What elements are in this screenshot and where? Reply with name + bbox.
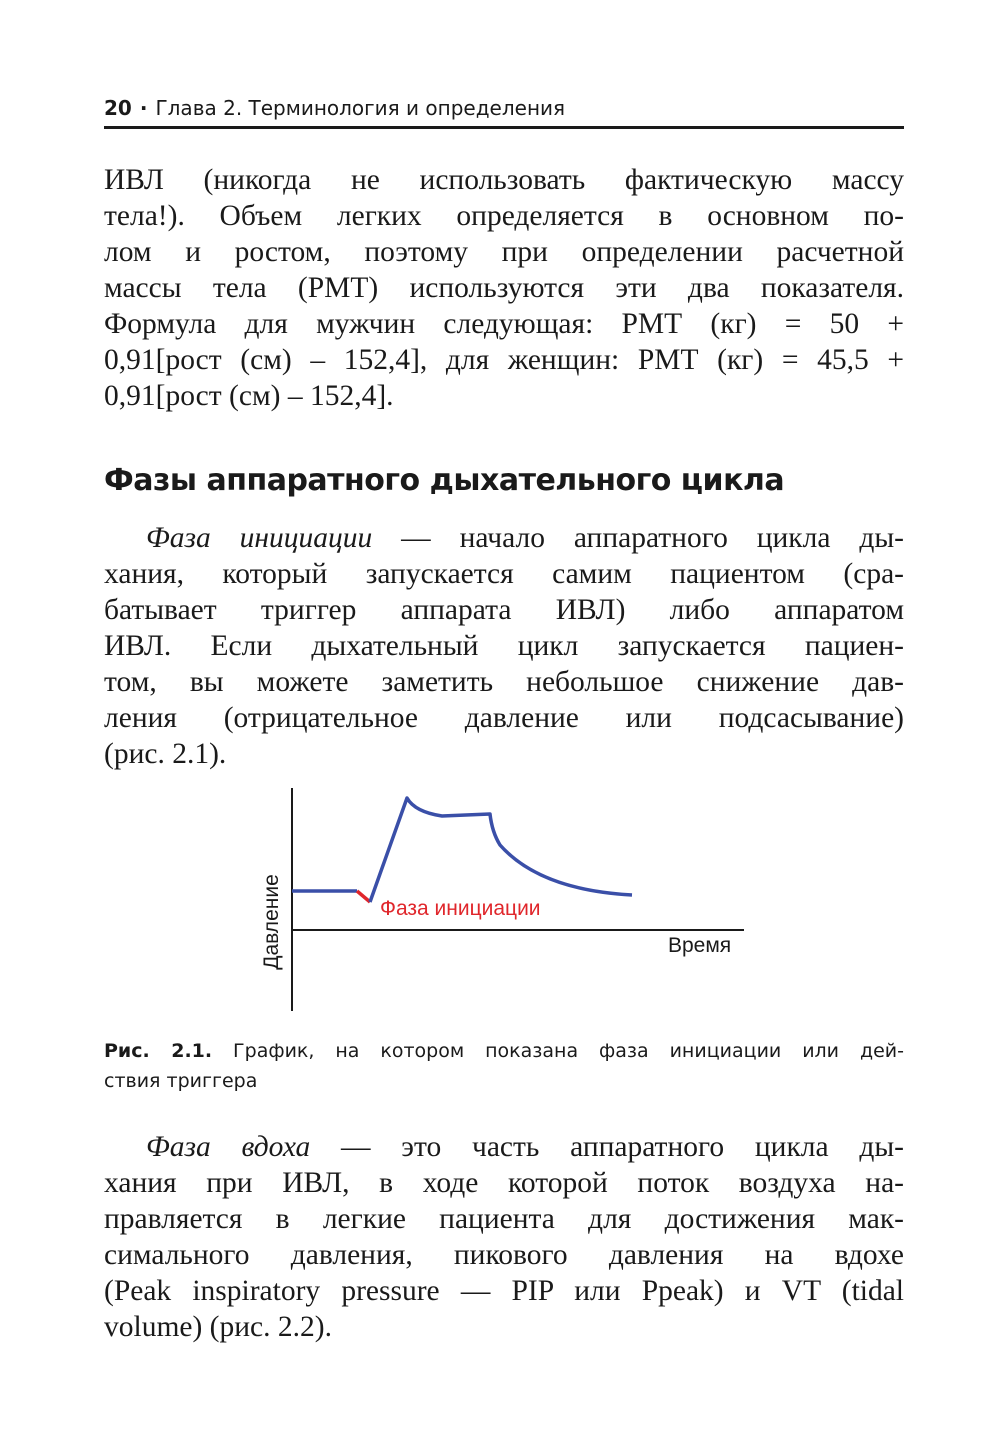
text-line: массы тела (РМТ) используются эти два по…: [104, 272, 904, 304]
x-axis-label: Время: [668, 934, 732, 957]
text-line: хания, который запускается самим пациент…: [104, 558, 904, 590]
text-line: ИВЛ (никогда не использовать фактическую…: [104, 164, 904, 196]
text-line: 0,91[рост (см) – 152,4], для женщин: РМТ…: [104, 344, 904, 376]
text-line: ления (отрицательное давление или подсас…: [104, 702, 904, 734]
text-line: симального давления, пикового давления н…: [104, 1239, 904, 1271]
annotation-initiation-phase: Фаза инициации: [380, 897, 541, 920]
term: Фаза вдоха: [146, 1131, 311, 1163]
section-heading: Фазы аппаратного дыхательного цикла: [104, 463, 785, 498]
text-line: 0,91[рост (см) – 152,4].: [104, 380, 394, 412]
caption-label: Рис. 2.1.: [104, 1040, 213, 1062]
text-line: батывает триггер аппарата ИВЛ) либо аппа…: [104, 594, 904, 626]
pressure-curve: [368, 796, 633, 903]
paragraph-2: Фаза инициации — начало аппаратного цикл…: [104, 520, 904, 772]
text-line: хания при ИВЛ, в ходе которой поток возд…: [104, 1167, 904, 1199]
text-span: — начало аппаратного цикла ды-: [372, 522, 905, 554]
page-number: 20: [104, 96, 132, 120]
y-axis-label: Давление: [260, 874, 283, 970]
running-header: 20 · Глава 2. Терминология и определения: [104, 96, 904, 129]
chapter-title: Глава 2. Терминология и определения: [155, 96, 566, 120]
caption-line: Рис. 2.1. График, на котором показана фа…: [104, 1036, 904, 1066]
header-separator: ·: [139, 96, 148, 120]
caption-line: ствия триггера: [104, 1070, 258, 1092]
text-span: График, на котором показана фаза инициац…: [212, 1040, 904, 1062]
text-line: том, вы можете заметить небольшое снижен…: [104, 666, 904, 698]
text-line: (рис. 2.1).: [104, 738, 227, 770]
text-line: (Peak inspiratory pressure — PIP или Ppe…: [104, 1275, 904, 1307]
text-line: лом и ростом, поэтому при определении ра…: [104, 236, 904, 268]
paragraph-1: ИВЛ (никогда не использовать фактическую…: [104, 162, 904, 414]
text-line: тела!). Объем легких определяется в осно…: [104, 200, 904, 232]
text-line: Фаза инициации — начало аппаратного цикл…: [104, 520, 904, 556]
term: Фаза инициации: [146, 522, 373, 554]
trigger-dip-curve: [355, 889, 372, 904]
text-line: правляется в легкие пациента для достиже…: [104, 1203, 904, 1235]
text-line: volume) (рис. 2.2).: [104, 1311, 332, 1343]
text-line: Фаза вдоха — это часть аппаратного цикла…: [104, 1129, 904, 1165]
paragraph-3: Фаза вдоха — это часть аппаратного цикла…: [104, 1129, 904, 1345]
text-span: — это часть аппаратного цикла ды-: [310, 1131, 905, 1163]
text-line: ИВЛ. Если дыхательный цикл запускается п…: [104, 630, 904, 662]
figure-caption: Рис. 2.1. График, на котором показана фа…: [104, 1036, 904, 1096]
text-line: Формула для мужчин следующая: РМТ (кг) =…: [104, 308, 904, 340]
